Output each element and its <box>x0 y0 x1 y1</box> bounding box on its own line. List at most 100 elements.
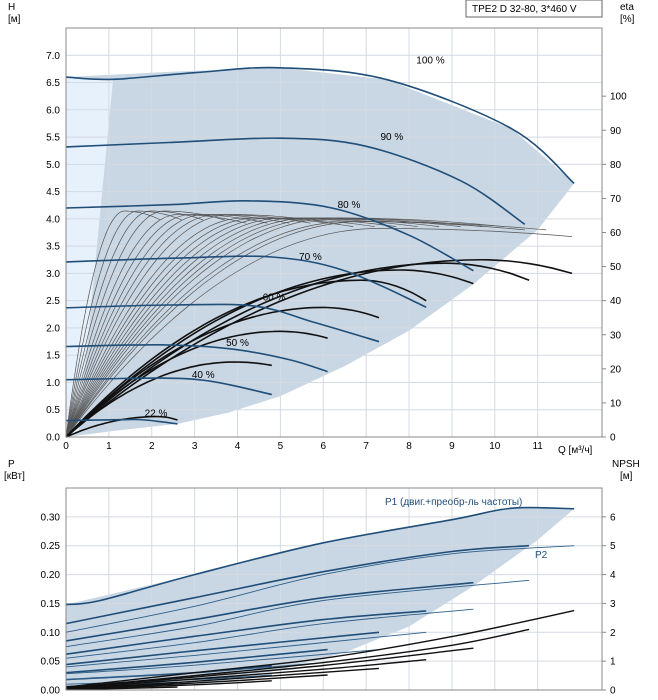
p1-curve <box>65 544 530 625</box>
p2-series-label: P2 <box>535 550 548 561</box>
efficiency-curve <box>65 214 311 438</box>
npsh-curve <box>65 609 575 688</box>
head-tick-label: 2.0 <box>46 323 60 334</box>
flow-tick-label: 9 <box>449 441 455 452</box>
head-axis-label: H <box>8 2 15 13</box>
power-axis-label: P <box>8 459 15 470</box>
eta-tick-label: 40 <box>610 296 622 307</box>
p2-curve <box>65 608 474 659</box>
eta-tick-label: 30 <box>610 330 622 341</box>
npsh-tick-label: 3 <box>610 599 616 610</box>
speed-efficiency-curve <box>65 330 328 438</box>
efficiency-curve <box>65 210 225 438</box>
p1-series-label: P1 (двиг.+преобр-ль частоты) <box>385 496 522 508</box>
efficiency-curve <box>65 217 440 438</box>
head-tick-label: 3.5 <box>46 242 60 253</box>
flow-tick-label: 4 <box>235 441 241 452</box>
head-tick-label: 6.0 <box>46 105 60 116</box>
low-flow-zone <box>66 77 114 437</box>
speed-efficiency-curve <box>65 306 380 438</box>
efficiency-curve <box>65 217 418 438</box>
eta-tick-label: 20 <box>610 364 622 375</box>
npsh-tick-label: 0 <box>610 686 616 697</box>
speed-curve <box>65 303 380 343</box>
speed-efficiency-curve <box>65 361 272 438</box>
flow-tick-label: 3 <box>192 441 198 452</box>
npsh-tick-label: 2 <box>610 628 616 639</box>
power-tick-label: 0.00 <box>41 686 61 697</box>
flow-tick-label: 5 <box>278 441 284 452</box>
speed-curve <box>65 418 178 425</box>
head-tick-label: 0.0 <box>46 433 60 444</box>
npsh-curve <box>65 659 427 690</box>
flow-tick-label: 7 <box>363 441 369 452</box>
eta-tick-label: 10 <box>610 398 622 409</box>
npsh-curve <box>65 647 474 689</box>
flow-tick-label: 6 <box>320 441 326 452</box>
head-tick-label: 1.5 <box>46 351 60 362</box>
head-tick-label: 6.5 <box>46 78 60 89</box>
eta-tick-label: 100 <box>610 92 627 103</box>
head-tick-label: 5.0 <box>46 160 60 171</box>
head-tick-label: 4.5 <box>46 187 60 198</box>
head-tick-label: 4.0 <box>46 214 60 225</box>
power-npsh-plot: 0.00 0.05 0.10 0.15 0.20 0.25 0.30 0 1 2 3 4 5 6 P1 (д… <box>41 487 616 697</box>
power-tick-label: 0.05 <box>41 657 61 668</box>
head-tick-label: 3.0 <box>46 269 60 280</box>
speed-curve <box>65 66 575 184</box>
power-tick-label: 0.30 <box>41 512 61 523</box>
efficiency-curve <box>65 214 332 438</box>
power-tick-label: 0.25 <box>41 541 61 552</box>
npsh-axis-label: NPSH <box>612 459 640 470</box>
efficiency-curve <box>65 217 461 438</box>
eta-tick-label: 60 <box>610 228 622 239</box>
power-tick-label: 0.10 <box>41 628 61 639</box>
speed-curve <box>65 255 427 308</box>
speed-curve-label: 40 % <box>192 370 215 381</box>
speed-curve-label: 22 % <box>145 408 168 419</box>
head-axis-unit: [м] <box>8 14 21 25</box>
npsh-tick-label: 6 <box>610 512 616 523</box>
speed-curve-label: 90 % <box>380 132 403 143</box>
p1-curve <box>65 648 328 674</box>
efficiency-curve <box>65 221 547 438</box>
speed-curve <box>65 343 328 373</box>
eta-tick-label: 80 <box>610 160 622 171</box>
head-tick-label: 5.5 <box>46 133 60 144</box>
chart-title: TPE2 D 32-80, 3*460 V <box>472 4 577 15</box>
p2-curve <box>65 631 427 668</box>
npsh-curve <box>65 628 530 689</box>
speed-curve-label: 50 % <box>226 338 249 349</box>
eta-tick-label: 0 <box>610 433 616 444</box>
eta-tick-label: 50 <box>610 262 622 273</box>
efficiency-curve <box>65 221 525 438</box>
flow-tick-label: 10 <box>489 441 501 452</box>
npsh-tick-label: 4 <box>610 570 616 581</box>
title-box <box>465 0 603 18</box>
eta-axis-label: eta <box>620 2 634 13</box>
flow-tick-label: 8 <box>406 441 412 452</box>
head-eta-plot: 0 1 2 3 4 5 6 7 8 9 10 11 0.0 0.5 1.0 1.5 2.0 2.5 3.0 3.5 4.… <box>46 27 627 452</box>
p2-curve <box>65 545 575 633</box>
eta-tick-label: 70 <box>610 194 622 205</box>
speed-curve-label: 80 % <box>338 200 361 211</box>
p1-curve <box>65 581 474 642</box>
flow-tick-label: 1 <box>106 441 112 452</box>
head-tick-label: 1.0 <box>46 378 60 389</box>
speed-efficiency-curve <box>65 262 530 438</box>
efficiency-curve <box>65 210 204 438</box>
p1-curve <box>65 631 380 666</box>
p1-curve <box>65 506 575 606</box>
p2-curve <box>65 579 530 648</box>
head-tick-label: 7.0 <box>46 51 60 62</box>
speed-curve <box>65 137 526 225</box>
efficiency-curve <box>65 214 247 438</box>
speed-curve-label: 60 % <box>263 293 286 304</box>
efficiency-curve <box>65 217 482 438</box>
speed-curve-label: 100 % <box>416 55 444 66</box>
speed-curve-label: 70 % <box>299 252 322 263</box>
flow-axis-label: Q [м³/ч] <box>558 445 593 456</box>
efficiency-curve <box>65 210 161 438</box>
